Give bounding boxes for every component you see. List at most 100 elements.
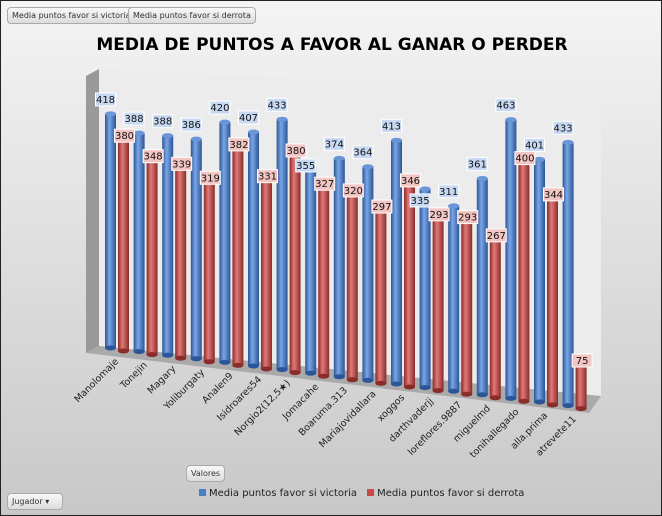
data-label-box	[228, 137, 250, 152]
bar-victoria	[219, 122, 231, 363]
category-label: Norgio2(12,5★)	[232, 378, 292, 438]
data-label: 293	[458, 213, 477, 224]
data-label-box	[485, 228, 507, 243]
bar-base	[432, 388, 444, 394]
bar-victoria	[534, 159, 545, 402]
values-button[interactable]: Valores	[186, 465, 226, 482]
data-label: 361	[468, 160, 487, 171]
data-label-box	[171, 156, 193, 171]
data-label: 380	[115, 131, 134, 142]
bar-base	[404, 384, 415, 390]
data-label-box	[266, 97, 288, 112]
data-label: 319	[201, 173, 220, 184]
bar-victoria	[391, 140, 402, 384]
bar-derrota	[232, 146, 244, 366]
bar-derrota	[375, 209, 387, 384]
bar-base	[276, 367, 288, 373]
data-label: 311	[439, 187, 458, 198]
data-label-box	[180, 117, 202, 132]
bar-derrota	[432, 216, 444, 391]
bar-cap	[333, 155, 345, 161]
data-label-box	[114, 128, 135, 143]
data-label: 267	[487, 231, 506, 242]
bar-victoria	[362, 166, 374, 381]
data-label: 331	[258, 172, 277, 183]
bar-cap	[190, 136, 202, 142]
bar-victoria	[162, 135, 174, 356]
data-label-box	[199, 170, 221, 185]
bar-derrota	[547, 196, 558, 405]
data-label-box	[400, 173, 421, 188]
data-label: 388	[125, 114, 144, 125]
data-label-box	[257, 169, 278, 184]
data-label-box	[152, 114, 174, 129]
bar-cap	[276, 116, 288, 122]
bar-victoria	[333, 158, 345, 377]
bar-cap	[534, 156, 545, 162]
data-label-box	[409, 193, 431, 208]
data-label-box	[438, 184, 460, 199]
bar-cap	[476, 176, 488, 182]
data-label-box	[123, 111, 145, 126]
data-label-box	[524, 137, 545, 152]
bar-base	[391, 381, 402, 387]
category-label: Tonejin	[118, 360, 150, 392]
data-label: 75	[576, 356, 589, 367]
data-label-box	[285, 143, 307, 158]
bar-derrota	[146, 158, 158, 355]
data-label: 327	[315, 179, 334, 190]
data-label-box	[552, 120, 574, 135]
bar-base	[190, 356, 202, 362]
bar-cap	[162, 133, 174, 139]
data-label-box	[381, 118, 402, 133]
bar-derrota	[346, 192, 358, 380]
data-label: 339	[172, 159, 191, 170]
bar-base	[375, 380, 387, 386]
bar-base	[219, 359, 231, 365]
bar-base	[489, 395, 501, 401]
side-wall	[86, 69, 99, 353]
bar-base	[547, 402, 558, 408]
bar-victoria	[419, 188, 431, 388]
legend-item-derrota: Media puntos favor si derrota	[367, 488, 524, 499]
bar-cap	[419, 186, 431, 192]
bar-base	[305, 370, 317, 376]
bar-base	[562, 403, 574, 409]
bar-base	[518, 398, 530, 404]
bar-base	[175, 355, 187, 361]
filter-button-derrota[interactable]: Media puntos favor si derrota	[128, 7, 256, 24]
data-label-box	[314, 176, 336, 191]
data-label: 420	[210, 103, 229, 114]
bar-cap	[562, 139, 574, 145]
data-label-box	[428, 207, 450, 222]
bar-base	[333, 374, 345, 380]
data-label: 355	[296, 161, 315, 172]
bar-base	[575, 406, 587, 412]
bar-victoria	[105, 113, 116, 348]
player-field-label: Jugador	[12, 497, 43, 506]
bar-base	[118, 348, 129, 354]
data-label-box	[323, 136, 345, 151]
data-label: 380	[287, 146, 306, 157]
bar-cap	[133, 130, 145, 136]
bar-base	[203, 359, 215, 365]
data-label: 374	[325, 139, 344, 150]
data-label-box	[571, 353, 593, 368]
bar-cap	[362, 164, 374, 170]
legend-item-victoria: Media puntos favor si victoria	[199, 488, 357, 499]
data-label-box	[352, 145, 374, 160]
bar-derrota	[289, 152, 301, 373]
data-label: 433	[554, 123, 573, 134]
bar-base	[318, 373, 330, 379]
bar-derrota	[404, 182, 415, 387]
player-field-button[interactable]: Jugador ▾	[7, 493, 63, 510]
bar-derrota	[489, 237, 501, 398]
data-label-box	[238, 110, 259, 125]
data-label-box	[371, 199, 393, 214]
bar-base	[476, 392, 488, 398]
bar-cap	[391, 137, 402, 143]
bar-base	[362, 377, 374, 383]
data-label-box	[543, 187, 564, 202]
